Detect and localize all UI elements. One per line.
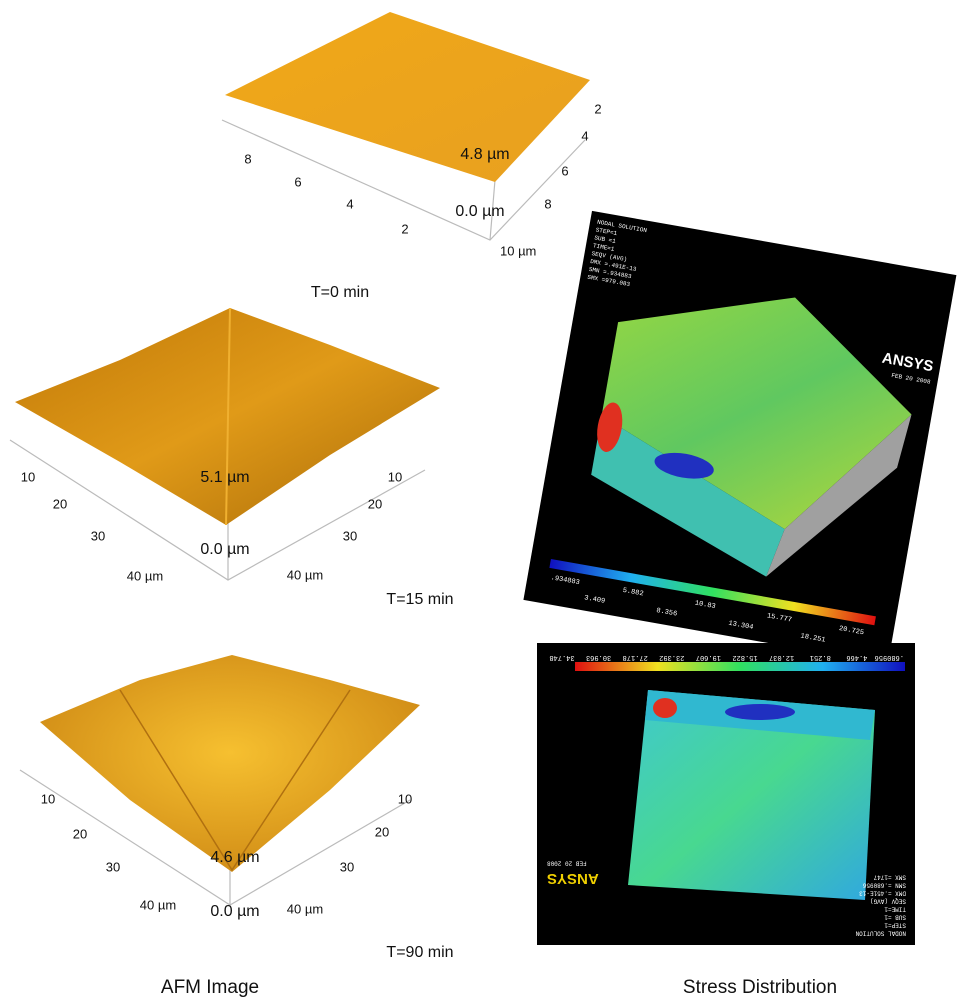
tick-label: 2 — [401, 221, 408, 236]
tick-label: 30 — [91, 528, 105, 543]
legend-label: 23.392 — [659, 653, 684, 661]
result-info: SMX =1747 — [873, 873, 906, 880]
legend-label: 30.963 — [586, 653, 611, 661]
tick-label: 8 — [244, 151, 251, 166]
tick-label: 20 — [375, 824, 389, 839]
legend-label: .680956 — [875, 653, 904, 661]
tick-label: 20 — [368, 496, 382, 511]
stress-spot — [725, 704, 795, 720]
time-label: T=15 min — [386, 591, 453, 608]
height-label: 0.0 µm — [210, 903, 259, 920]
result-info: NODAL SOLUTION — [855, 929, 906, 936]
tick-label: 20 — [73, 826, 87, 841]
tick-label: 30 — [106, 859, 120, 874]
caption: AFM Image — [161, 977, 259, 998]
height-label: 0.0 µm — [200, 541, 249, 558]
result-info: SUB =1 — [884, 913, 906, 920]
tick-label: 8 — [544, 196, 551, 211]
tick-label: 30 — [343, 528, 357, 543]
tick-label: 10 — [41, 791, 55, 806]
afm-panel — [222, 12, 590, 240]
time-label: T=90 min — [386, 944, 453, 961]
tick-label: 2 — [594, 101, 601, 116]
legend-label: 27.178 — [623, 653, 648, 661]
date: FEB 20 2008 — [547, 859, 587, 866]
time-label: T=0 min — [311, 284, 369, 301]
tick-label: 10 — [21, 469, 35, 484]
caption: Stress Distribution — [683, 977, 837, 998]
result-info: SMN =.680956 — [862, 881, 906, 888]
tick-label: 10 — [398, 791, 412, 806]
result-info: STEP=1 — [884, 921, 906, 928]
page: {"afm": [ {"time": "T=0 min", "peak": "4… — [0, 0, 970, 1002]
tick-label: 40 µm — [127, 568, 163, 583]
tick-label: 40 µm — [140, 897, 176, 912]
tick-label: 6 — [294, 174, 301, 189]
legend-label: 12.037 — [769, 653, 794, 661]
height-label: 4.8 µm — [460, 146, 509, 163]
height-label: 5.1 µm — [200, 469, 249, 486]
legend-bar — [575, 662, 905, 671]
tick-label: 40 µm — [287, 567, 323, 582]
tick-label: 10 — [388, 469, 402, 484]
logo: ANSYS — [547, 870, 599, 887]
result-info: DMX =.451E-13 — [859, 889, 906, 896]
legend-label: 19.607 — [696, 653, 721, 661]
surface — [40, 655, 420, 872]
result-info: TIME=1 — [884, 905, 906, 912]
tick-label: 4 — [346, 196, 353, 211]
tick-label: 20 — [53, 496, 67, 511]
legend-label: 15.822 — [732, 653, 757, 661]
legend-label: 8.251 — [810, 653, 831, 661]
tick-label: 4 — [581, 128, 588, 143]
legend-label: 34.748 — [549, 653, 574, 661]
result-info: SEQV (AVG) — [870, 897, 906, 904]
axis-end-label: 10 µm — [500, 243, 536, 258]
afm-panel — [20, 655, 420, 905]
height-label: 0.0 µm — [455, 203, 504, 220]
afm-panel — [10, 308, 440, 580]
legend-label: 4.466 — [846, 653, 867, 661]
tick-label: 30 — [340, 859, 354, 874]
figure: NODAL SOLUTIONSTEP=1SUB =1TIME=1SEQV (AV… — [0, 0, 970, 1002]
surface — [225, 12, 590, 182]
stress-spot — [653, 698, 677, 718]
tick-label: 6 — [561, 163, 568, 178]
height-label: 4.6 µm — [210, 849, 259, 866]
tick-label: 40 µm — [287, 901, 323, 916]
